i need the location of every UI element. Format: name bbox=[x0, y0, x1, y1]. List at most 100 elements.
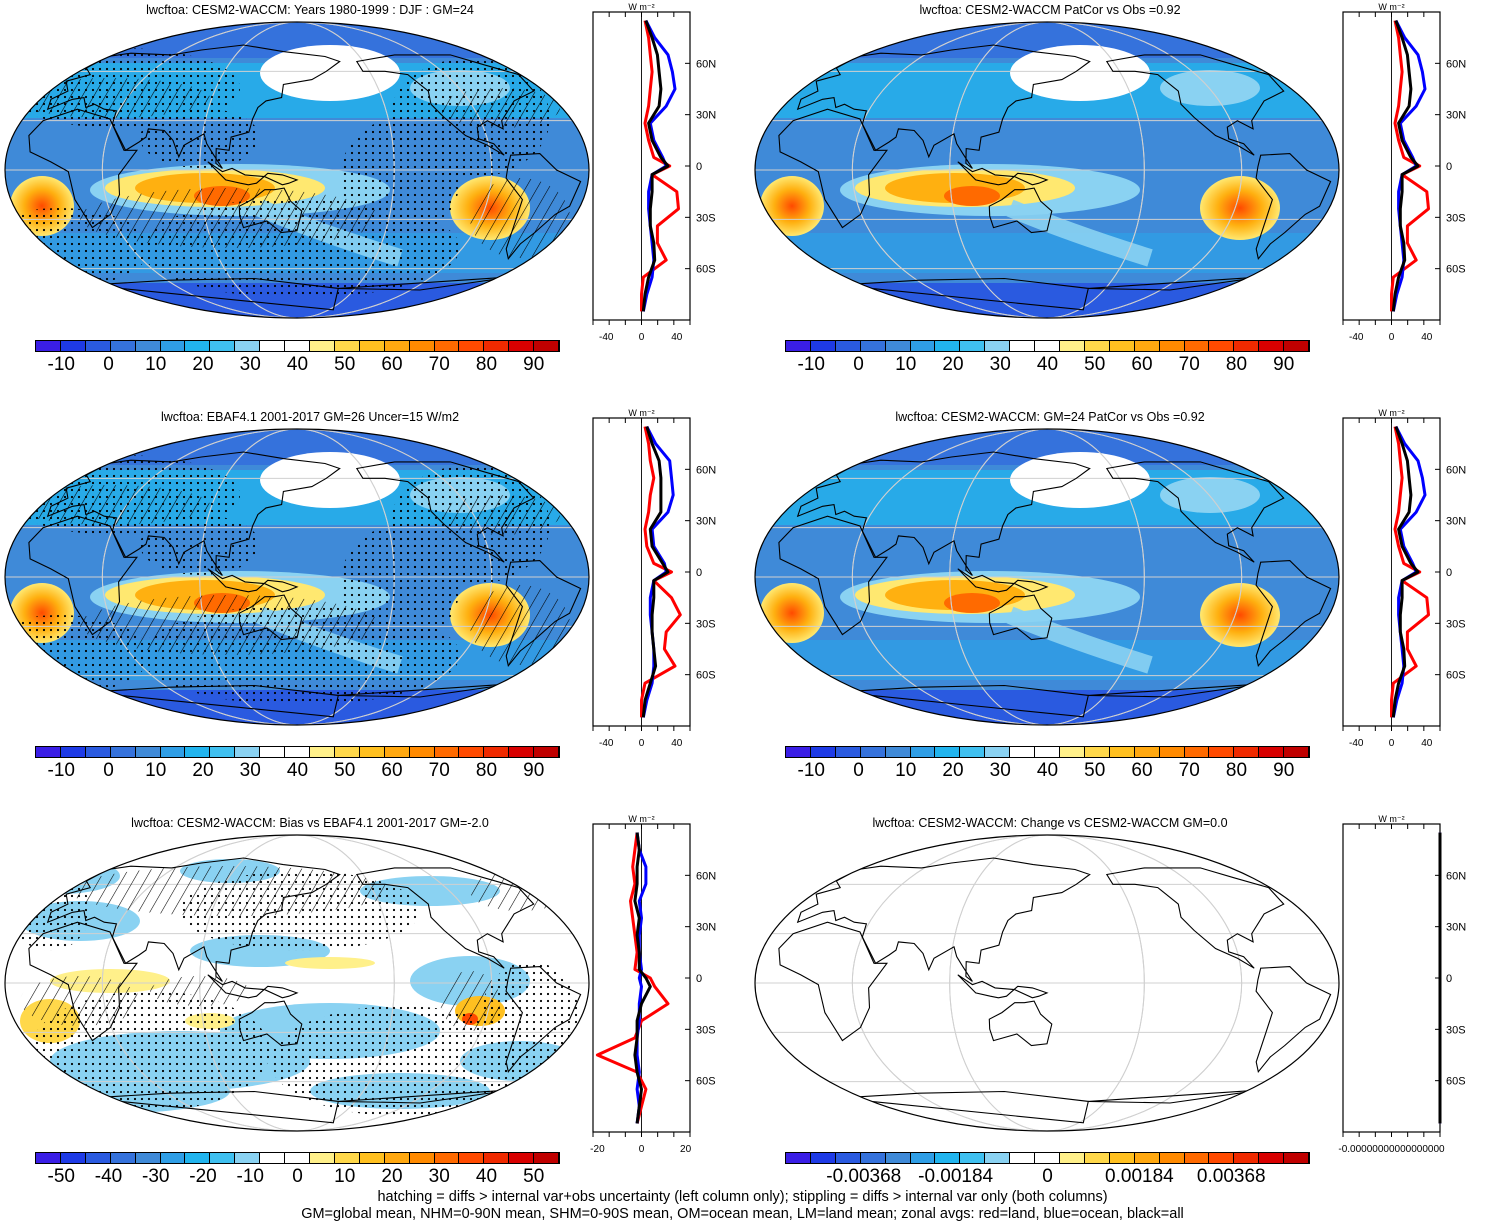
colorbar-swatch bbox=[985, 341, 1011, 351]
colorbar-swatch bbox=[334, 341, 360, 351]
colorbar-tick-label: -10 bbox=[47, 354, 75, 375]
zonal-land-line bbox=[1390, 20, 1430, 312]
zonal-plot-5: W m⁻² 60N 30N 0 30S 60S -20 0 20 bbox=[590, 814, 716, 1155]
zonal-land-line bbox=[640, 20, 680, 312]
colorbar-swatch bbox=[1109, 747, 1135, 757]
zonal-plot-4: W m⁻² 60N 30N 0 30S 60S -40 0 40 bbox=[1342, 408, 1466, 749]
zonal-lat-tick: 30S bbox=[696, 212, 716, 224]
colorbar-swatch bbox=[1084, 747, 1110, 757]
map-panel-2 bbox=[754, 21, 1340, 319]
colorbar-swatch bbox=[210, 341, 236, 351]
colorbar-swatch bbox=[786, 747, 811, 757]
colorbar-swatch bbox=[1109, 341, 1135, 351]
colorbar-tick-label: 90 bbox=[523, 354, 545, 375]
colorbar-swatch bbox=[384, 1153, 410, 1163]
colorbar-swatch bbox=[1234, 747, 1260, 757]
colorbar-swatch bbox=[185, 341, 211, 351]
colorbar-tick-label: 0 bbox=[853, 760, 864, 781]
colorbar-tick-label: -50 bbox=[47, 1166, 75, 1187]
zonal-x-tick-label: 0 bbox=[1389, 738, 1395, 749]
zonal-x-tick-label: 40 bbox=[1421, 332, 1433, 343]
colorbar-swatch bbox=[1259, 341, 1285, 351]
panel-5-title: lwcftoa: CESM2-WACCM: Bias vs EBAF4.1 20… bbox=[131, 816, 489, 830]
colorbar-swatch bbox=[36, 341, 61, 351]
map-panel-1 bbox=[4, 21, 590, 319]
colorbar-swatch bbox=[359, 747, 385, 757]
colorbar-swatch bbox=[484, 1153, 510, 1163]
colorbar-swatch bbox=[1109, 1153, 1135, 1163]
colorbar-swatch bbox=[285, 341, 310, 351]
zonal-plot-2: W m⁻² 60N 30N 0 30S 60S -40 0 40 bbox=[1342, 2, 1466, 343]
zonal-lat-tick: 60N bbox=[696, 464, 716, 476]
colorbar-swatch bbox=[1084, 341, 1110, 351]
zonal-units-label: W m⁻² bbox=[1378, 2, 1404, 12]
colorbar-tick-label: 50 bbox=[1084, 354, 1106, 375]
colorbar-swatch bbox=[509, 341, 535, 351]
zonal-lat-tick: 0 bbox=[696, 973, 702, 985]
colorbar-swatch bbox=[835, 747, 861, 757]
map-panel-5 bbox=[4, 834, 590, 1132]
zonal-x-tick-label: 40 bbox=[1421, 738, 1433, 749]
colorbar-swatch bbox=[135, 1153, 161, 1163]
colorbar-tick-label: 70 bbox=[428, 354, 450, 375]
colorbar-swatch bbox=[36, 747, 61, 757]
map-panel-6 bbox=[754, 834, 1340, 1132]
colorbar-tick-label: 40 bbox=[1036, 354, 1059, 375]
colorbar-swatch bbox=[835, 341, 861, 351]
colorbar-swatch bbox=[1259, 747, 1285, 757]
zonal-lat-tick: 30N bbox=[696, 110, 716, 122]
colorbar-swatch bbox=[935, 341, 961, 351]
zonal-x-tick-label: -40 bbox=[1349, 738, 1364, 749]
colorbar-swatch bbox=[1284, 341, 1310, 351]
zonal-land-line bbox=[1390, 426, 1430, 718]
colorbar-swatch bbox=[1059, 1153, 1085, 1163]
colorbar-swatches bbox=[785, 1152, 1310, 1164]
zonal-lat-tick: 30S bbox=[696, 1024, 716, 1036]
colorbar-tick-label: 30 bbox=[428, 1166, 450, 1187]
colorbar-swatches bbox=[35, 746, 560, 758]
colorbar-swatch bbox=[235, 1153, 261, 1163]
zonal-units-label: W m⁻² bbox=[1378, 814, 1404, 824]
colorbar-swatch bbox=[384, 341, 410, 351]
colorbar-swatch bbox=[1284, 747, 1310, 757]
colorbar-tick-label: 60 bbox=[1131, 354, 1153, 375]
zonal-x-tick-label: 0 bbox=[1389, 332, 1395, 343]
colorbar-swatch bbox=[509, 1153, 535, 1163]
colorbar-swatch bbox=[459, 747, 485, 757]
colorbar-tick-label: 80 bbox=[1225, 760, 1248, 781]
colorbar-swatch bbox=[409, 1153, 435, 1163]
zonal-lat-tick: 30N bbox=[1446, 516, 1466, 528]
colorbar-tick-label: 60 bbox=[381, 760, 403, 781]
zonal-lat-tick: 60S bbox=[1446, 1076, 1466, 1088]
colorbar-tick-label: 40 bbox=[286, 354, 309, 375]
zonal-units-label: W m⁻² bbox=[628, 2, 654, 12]
zonal-x-tick-label: 40 bbox=[671, 738, 683, 749]
colorbar-swatch bbox=[185, 1153, 211, 1163]
zonal-lat-tick: 30S bbox=[1446, 618, 1466, 630]
colorbar-tick-label: 50 bbox=[1084, 760, 1106, 781]
colorbar-swatch bbox=[810, 341, 836, 351]
colorbar-tick-label: 70 bbox=[1178, 760, 1200, 781]
colorbar-swatch bbox=[960, 747, 986, 757]
colorbar-tick-label: 50 bbox=[523, 1166, 545, 1187]
zonal-plot-3: W m⁻² 60N 30N 0 30S 60S -40 0 40 bbox=[592, 408, 716, 749]
zonal-land-line bbox=[640, 426, 682, 718]
colorbar-swatch bbox=[1010, 341, 1036, 351]
zonal-lat-tick: 30S bbox=[1446, 212, 1466, 224]
colorbar-tick-label: 20 bbox=[942, 354, 964, 375]
colorbar-tick-label: 0 bbox=[292, 1166, 303, 1187]
colorbar-swatch bbox=[1010, 747, 1036, 757]
colorbar-tick-label: 50 bbox=[334, 760, 356, 781]
colorbar-swatch bbox=[459, 341, 485, 351]
colorbar-tick-label: -10 bbox=[236, 1166, 264, 1187]
colorbar-tick-label: 70 bbox=[1178, 354, 1200, 375]
colorbar-swatch bbox=[434, 747, 460, 757]
zonal-x-tick-label: -40 bbox=[1349, 332, 1364, 343]
colorbar-2: -10 0 10 20 30 40 50 60 70 80 90 bbox=[785, 340, 1310, 375]
colorbar-tick-label: 30 bbox=[239, 760, 261, 781]
colorbar-tick-label: 20 bbox=[381, 1166, 403, 1187]
colorbar-tick-label: -10 bbox=[797, 760, 825, 781]
colorbar-tick-label: 10 bbox=[895, 760, 917, 781]
colorbar-swatch bbox=[359, 341, 385, 351]
colorbar-swatch bbox=[309, 341, 335, 351]
